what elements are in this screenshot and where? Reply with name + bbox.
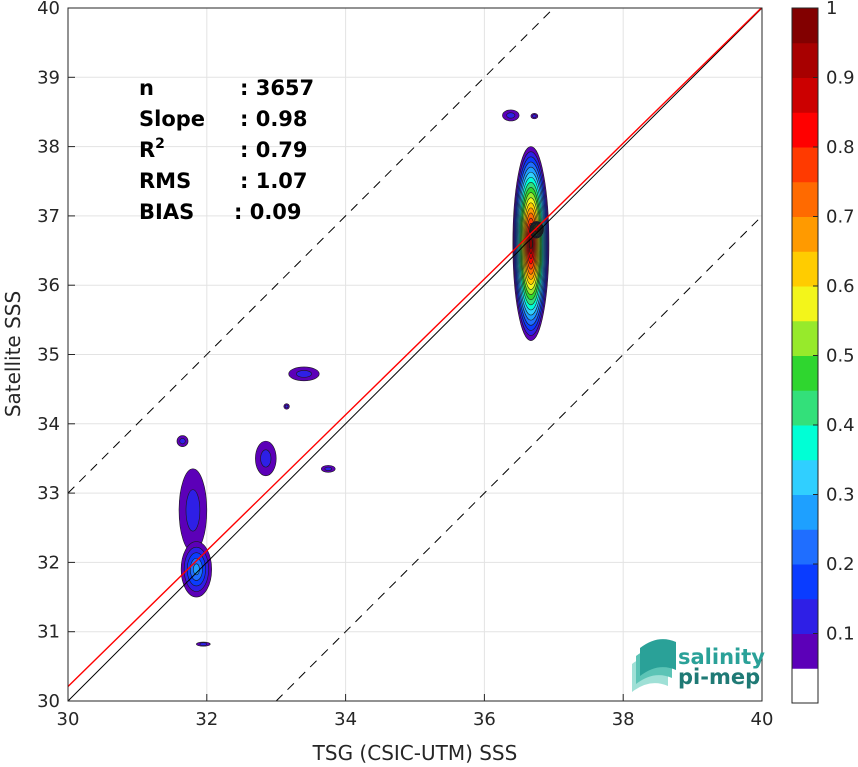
colorbar: 0.1 0.2 0.3 0.4 0.5 0.6 0.7 0.8 0.9 1 [791,0,855,704]
colorbar-tick-label: 0.7 [826,207,855,228]
colorbar-segment [792,181,818,217]
colorbar-segment [792,147,818,183]
x-axis-label: TSG (CSIC-UTM) SSS [312,741,518,765]
density-contour [324,466,333,471]
colorbar-segment [792,529,818,565]
y-axis-label: Satellite SSS [1,291,25,417]
x-tick-label: 32 [195,709,218,730]
y-tick-labels: 30 31 32 33 34 35 36 37 38 39 40 [37,0,60,712]
density-contour [179,438,186,445]
colorbar-tick-label: 0.9 [826,68,855,89]
y-tick-label: 35 [37,345,60,366]
density-contour [296,370,312,378]
y-tick-label: 38 [37,137,60,158]
colorbar-segment [792,286,818,322]
y-tick-label: 33 [37,483,60,504]
x-tick-label: 36 [473,709,496,730]
colorbar-segment [792,42,818,78]
density-contour [284,404,289,409]
stat-label: Slope [139,107,205,131]
colorbar-tick-label: 0.2 [826,554,855,575]
colorbar-tick-label: 0.4 [826,415,855,436]
colorbar-tick-label: 0.8 [826,137,855,158]
colorbar-segment [792,251,818,287]
plot-frame [67,7,763,702]
colorbar-tick-label: 0.3 [826,485,855,506]
salinity-pi-mep-logo: salinity pi-mep [632,639,765,692]
colorbar-segment [792,216,818,252]
stat-value: : 0.98 [240,107,308,131]
wave-stack-icon [632,639,676,692]
lower-bound-line [275,215,763,702]
y-tick-label: 39 [37,67,60,88]
density-contour [506,112,516,119]
colorbar-segment [792,355,818,391]
colorbar-segment [792,320,818,356]
density-contour [260,449,272,468]
stat-value: : 1.07 [240,169,308,193]
colorbar-tick-label: 0.5 [826,346,855,367]
upper-bound-line [67,7,555,494]
regression-line [67,7,762,687]
x-tick-labels: 30 32 34 36 38 40 [57,709,774,730]
colorbar-segment [792,459,818,495]
stat-label: RMS [139,169,191,193]
logo-line2: pi-mep [678,665,760,689]
stat-value: : 0.79 [240,138,308,162]
stat-value: : 3657 [240,76,314,100]
stat-label: n [139,76,154,100]
stat-label-superscript: 2 [155,136,165,152]
x-tick-label: 38 [612,709,635,730]
density-contour [532,114,537,118]
colorbar-tick-label: 0.1 [826,624,855,645]
colorbar-segment [792,494,818,530]
colorbar-segment [792,668,818,704]
y-tick-label: 30 [37,691,60,712]
logo-line1: salinity [678,645,765,669]
y-tick-label: 31 [37,622,60,643]
colorbar-segment [792,112,818,148]
x-tick-label: 40 [751,709,774,730]
colorbar-segment [792,77,818,113]
density-contours [176,109,550,647]
one-to-one-line [67,7,763,702]
x-tick-label: 30 [57,709,80,730]
stat-label: BIAS [139,200,194,224]
y-tick-label: 34 [37,414,60,435]
colorbar-segment [792,8,818,44]
x-tick-label: 34 [334,709,357,730]
y-tick-label: 32 [37,552,60,573]
colorbar-tick-label: 0.6 [826,276,855,297]
colorbar-segment [792,564,818,600]
colorbar-segment [792,633,818,669]
colorbar-segment [792,425,818,461]
reference-lines [67,7,763,702]
y-tick-label: 40 [37,0,60,19]
density-contour [185,489,201,532]
density-contour [199,642,208,646]
y-tick-label: 36 [37,275,60,296]
colorbar-segment [792,390,818,426]
colorbar-segment [792,598,818,634]
colorbar-tick-label: 1 [826,0,837,19]
y-tick-label: 37 [37,206,60,227]
stat-value: : 0.09 [234,200,302,224]
